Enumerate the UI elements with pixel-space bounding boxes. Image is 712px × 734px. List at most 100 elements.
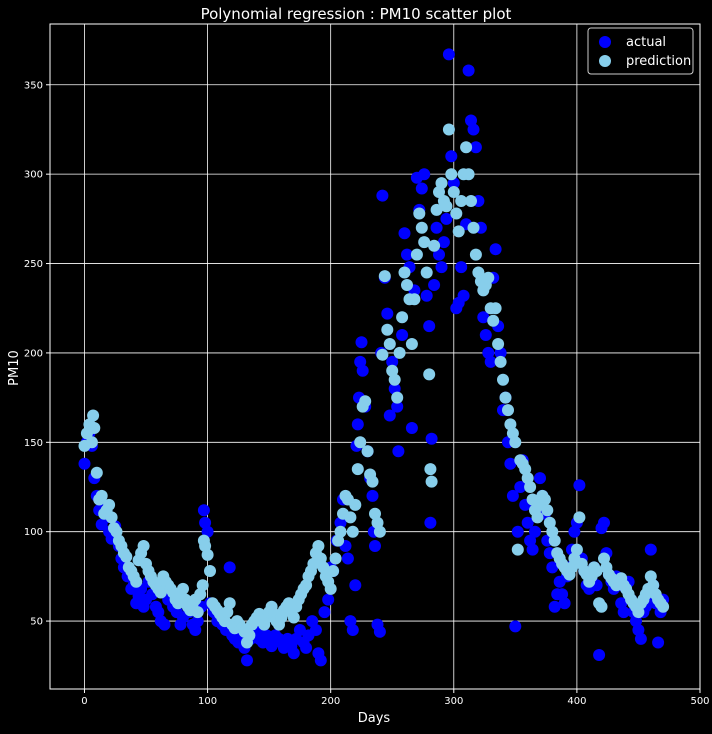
- actual-point: [309, 624, 322, 636]
- actual-point: [287, 647, 300, 660]
- actual-point: [548, 600, 561, 613]
- actual-point: [617, 606, 630, 619]
- x-axis-label: Days: [358, 711, 391, 726]
- legend-box: [587, 27, 694, 75]
- actual-point: [524, 534, 537, 547]
- actual-point: [546, 561, 559, 574]
- actual-point: [369, 540, 381, 552]
- actual-point: [479, 329, 492, 341]
- actual-point: [457, 289, 470, 302]
- x-tick-label: 100: [198, 696, 217, 707]
- actual-point: [634, 632, 647, 645]
- y-tick-labels: 50 100 150 200 250 300 350: [24, 80, 50, 628]
- prediction-point: [595, 600, 608, 613]
- actual-point: [293, 624, 306, 636]
- prediction-point: [85, 436, 98, 449]
- prediction-point: [369, 507, 381, 520]
- prediction-point: [223, 597, 236, 610]
- prediction-point: [287, 611, 300, 624]
- legend-marker-prediction: [599, 55, 611, 67]
- prediction-point: [401, 279, 413, 291]
- prediction-point: [388, 373, 401, 386]
- chart-title: Polynomial regression : PM10 scatter plo…: [201, 5, 512, 23]
- prediction-point: [194, 588, 207, 601]
- prediction-point: [87, 409, 100, 422]
- prediction-point: [396, 311, 409, 324]
- actual-point: [318, 606, 331, 619]
- prediction-point: [177, 582, 189, 595]
- prediction-point: [492, 338, 505, 350]
- prediction-point: [329, 552, 342, 565]
- actual-point: [415, 182, 428, 195]
- actual-point: [376, 189, 389, 202]
- prediction-point: [428, 239, 441, 252]
- actual-point: [593, 649, 606, 661]
- actual-point: [534, 472, 546, 485]
- actual-point: [484, 355, 497, 368]
- y-tick-label: 300: [24, 170, 43, 181]
- actual-point: [430, 221, 443, 234]
- prediction-point: [647, 579, 660, 592]
- prediction-point: [381, 323, 394, 336]
- actual-point: [652, 636, 665, 649]
- prediction-point: [373, 525, 386, 538]
- actual-point: [386, 355, 399, 368]
- actual-point: [526, 543, 539, 556]
- actual-point: [644, 543, 657, 556]
- prediction-point: [450, 207, 463, 220]
- prediction-point: [452, 225, 465, 238]
- prediction-point: [415, 221, 428, 234]
- prediction-point: [469, 248, 482, 261]
- x-tick-label: 400: [567, 696, 586, 707]
- actual-point: [396, 329, 409, 341]
- actual-point: [509, 620, 522, 633]
- x-tick-label: 200: [321, 696, 340, 707]
- prediction-point: [191, 606, 204, 619]
- actual-point: [455, 261, 468, 274]
- prediction-point: [424, 463, 437, 476]
- prediction-point: [324, 582, 337, 595]
- actual-point: [401, 248, 413, 261]
- actual-point: [322, 593, 335, 606]
- actual-point: [437, 236, 450, 249]
- prediction-point: [354, 436, 367, 449]
- prediction-point: [137, 540, 150, 552]
- actual-point: [435, 261, 448, 274]
- legend: actual prediction: [587, 27, 694, 75]
- y-tick-label: 350: [24, 80, 43, 91]
- prediction-point: [447, 186, 460, 198]
- actual-point: [573, 479, 586, 492]
- y-tick-label: 200: [24, 348, 43, 359]
- prediction-point: [420, 266, 433, 279]
- y-tick-label: 150: [24, 438, 43, 449]
- prediction-point: [154, 586, 167, 599]
- prediction-point: [105, 511, 118, 524]
- prediction-point: [317, 561, 330, 574]
- actual-point: [521, 516, 534, 529]
- actual-point: [425, 432, 438, 445]
- y-tick-label: 100: [24, 527, 43, 538]
- prediction-point: [413, 207, 426, 220]
- prediction-point: [460, 141, 473, 154]
- actual-point: [191, 615, 204, 628]
- data-points: [78, 48, 670, 667]
- prediction-point: [383, 338, 396, 350]
- prediction-point: [351, 463, 364, 476]
- actual-point: [423, 320, 436, 333]
- y-axis-label: PM10: [7, 350, 22, 386]
- actual-point: [158, 618, 171, 631]
- actual-point: [351, 418, 364, 431]
- prediction-point: [423, 368, 436, 381]
- actual-point: [514, 481, 527, 493]
- actual-point: [383, 409, 396, 422]
- actual-point: [355, 336, 368, 349]
- legend-marker-actual: [599, 36, 611, 48]
- actual-point: [366, 489, 379, 502]
- actual-point: [424, 516, 437, 529]
- prediction-point: [393, 346, 406, 359]
- prediction-point: [196, 579, 209, 592]
- actual-point: [489, 243, 502, 256]
- prediction-point: [378, 270, 391, 283]
- y-tick-label: 50: [30, 617, 43, 628]
- prediction-point: [408, 293, 421, 306]
